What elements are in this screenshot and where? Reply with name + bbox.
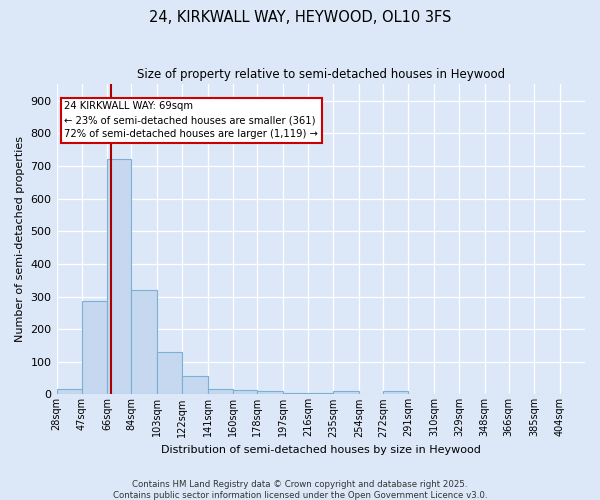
Bar <box>257 391 283 394</box>
Bar <box>334 391 359 394</box>
Bar <box>82 302 107 394</box>
Bar <box>182 376 208 394</box>
Bar <box>157 352 182 395</box>
Text: 24 KIRKWALL WAY: 69sqm
← 23% of semi-detached houses are smaller (361)
72% of se: 24 KIRKWALL WAY: 69sqm ← 23% of semi-det… <box>64 102 319 140</box>
X-axis label: Distribution of semi-detached houses by size in Heywood: Distribution of semi-detached houses by … <box>161 445 481 455</box>
Title: Size of property relative to semi-detached houses in Heywood: Size of property relative to semi-detach… <box>137 68 505 80</box>
Bar <box>107 160 131 394</box>
Bar <box>56 388 82 394</box>
Text: Contains HM Land Registry data © Crown copyright and database right 2025.
Contai: Contains HM Land Registry data © Crown c… <box>113 480 487 500</box>
Bar <box>233 390 257 394</box>
Bar <box>383 391 409 394</box>
Y-axis label: Number of semi-detached properties: Number of semi-detached properties <box>15 136 25 342</box>
Text: 24, KIRKWALL WAY, HEYWOOD, OL10 3FS: 24, KIRKWALL WAY, HEYWOOD, OL10 3FS <box>149 10 451 25</box>
Bar <box>208 390 233 394</box>
Bar <box>131 290 157 395</box>
